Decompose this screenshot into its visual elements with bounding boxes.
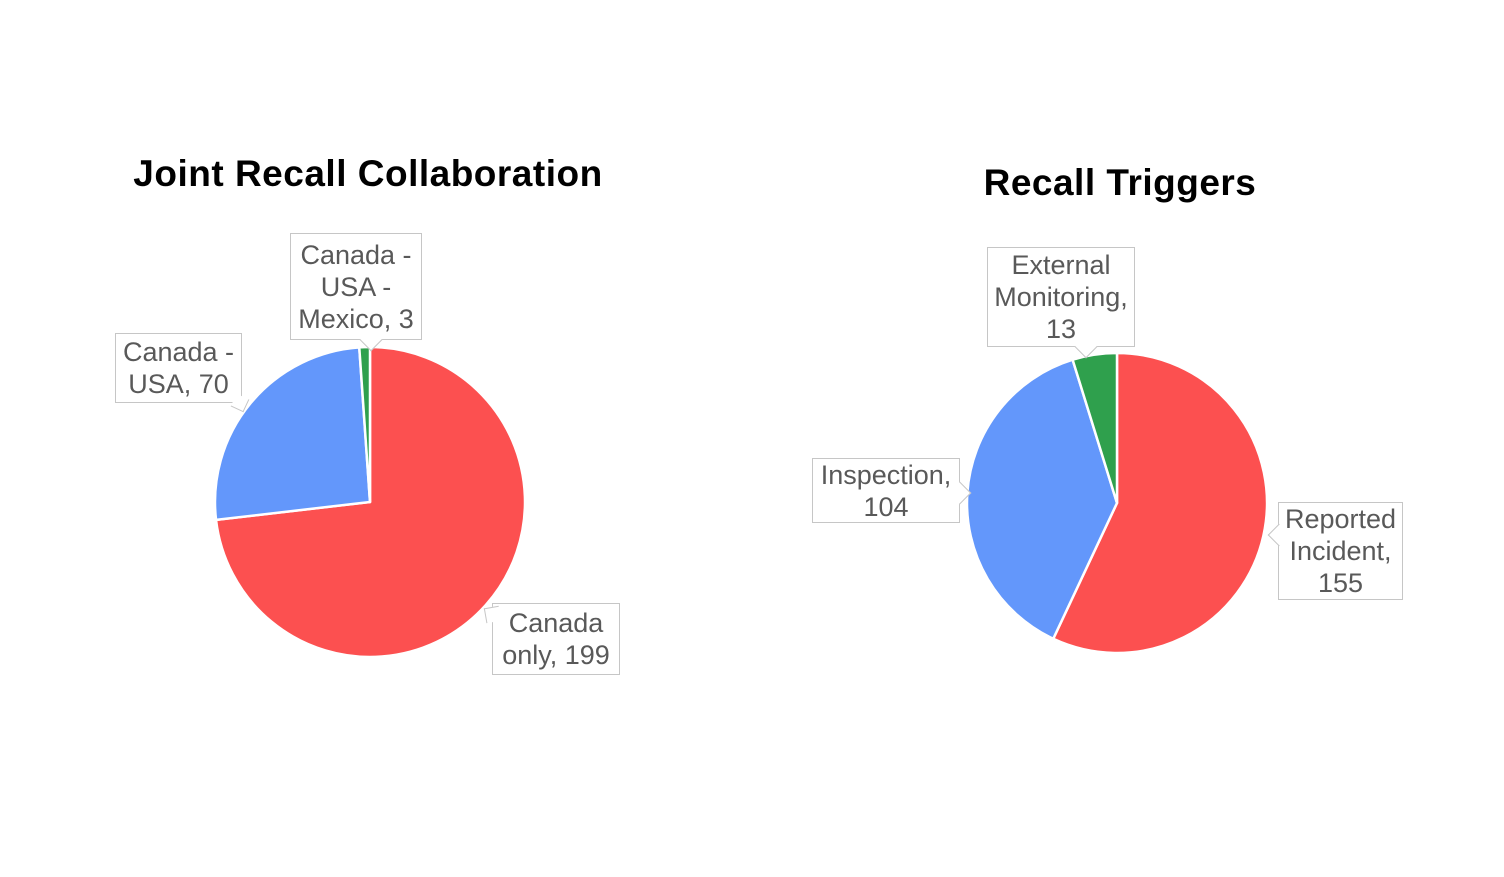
- pie-chart-recall-triggers: [965, 351, 1269, 655]
- callout-external-monitoring: External Monitoring, 13: [987, 247, 1135, 358]
- callout-label-inspection: Inspection, 104: [820, 459, 952, 522]
- callout-label-external-monitoring: External Monitoring, 13: [994, 250, 1128, 344]
- callout-label-canada-usa: Canada - USA, 70: [122, 337, 235, 399]
- chart-title-recall-triggers: Recall Triggers: [983, 162, 1257, 203]
- pie-chart-joint-recall-collaboration: [213, 345, 527, 659]
- callout-reported-incident: Reported Incident, 155: [1267, 502, 1403, 600]
- callout-label-reported-incident: Reported Incident, 155: [1284, 504, 1397, 598]
- callout-canada-usa: Canada - USA, 70: [115, 333, 250, 413]
- pie-slice-canada-usa: [213, 346, 372, 522]
- callout-canada-usa-mexico: Canada - USA - Mexico, 3: [290, 233, 422, 351]
- callout-pointer-icon: [483, 605, 502, 624]
- callout-label-canada-usa-mexico: Canada - USA - Mexico, 3: [298, 239, 414, 334]
- chart-title-joint-recall-collaboration: Joint Recall Collaboration: [133, 153, 603, 194]
- pie-slice-external-monitoring: [1071, 351, 1119, 505]
- pie-slice-reported-incident: [1052, 351, 1269, 655]
- callout-canada-only: Canada only, 199: [483, 603, 620, 675]
- callout-inspection: Inspection, 104: [812, 458, 971, 523]
- callout-label-canada-only: Canada only, 199: [502, 608, 610, 670]
